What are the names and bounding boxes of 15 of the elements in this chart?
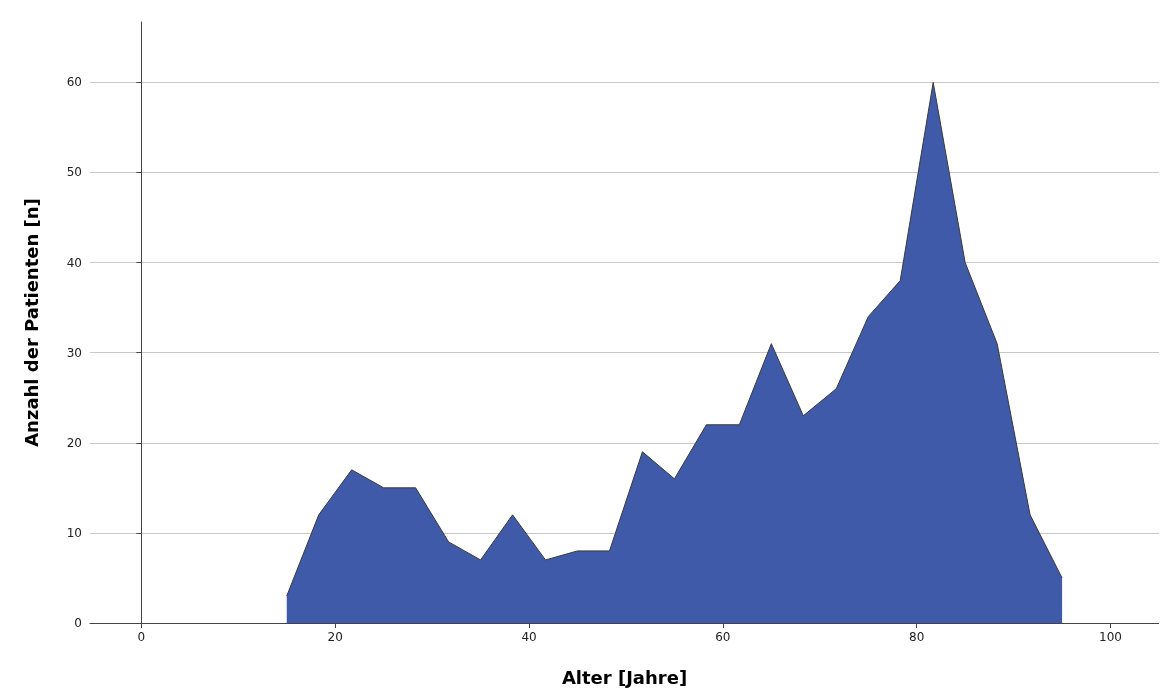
x-tick-label: 100 (1099, 630, 1122, 644)
x-tick-label: 0 (137, 630, 146, 644)
x-tick-label: 60 (715, 630, 731, 644)
y-tick-label: 0 (74, 616, 82, 630)
y-axis-title: Anzahl der Patienten [n] (20, 198, 42, 447)
x-tick-label: 20 (327, 630, 343, 644)
y-tick-label: 60 (66, 75, 82, 90)
y-tick-label: 30 (66, 345, 82, 360)
x-axis-title: Alter [Jahre] (561, 666, 688, 688)
x-tick-label: 80 (909, 630, 925, 644)
y-tick-label: 10 (66, 525, 82, 540)
y-tick-label: 20 (66, 435, 82, 450)
y-tick-label: 50 (66, 165, 82, 180)
x-tick-label: 40 (521, 630, 537, 644)
y-tick-label: 40 (66, 255, 82, 270)
